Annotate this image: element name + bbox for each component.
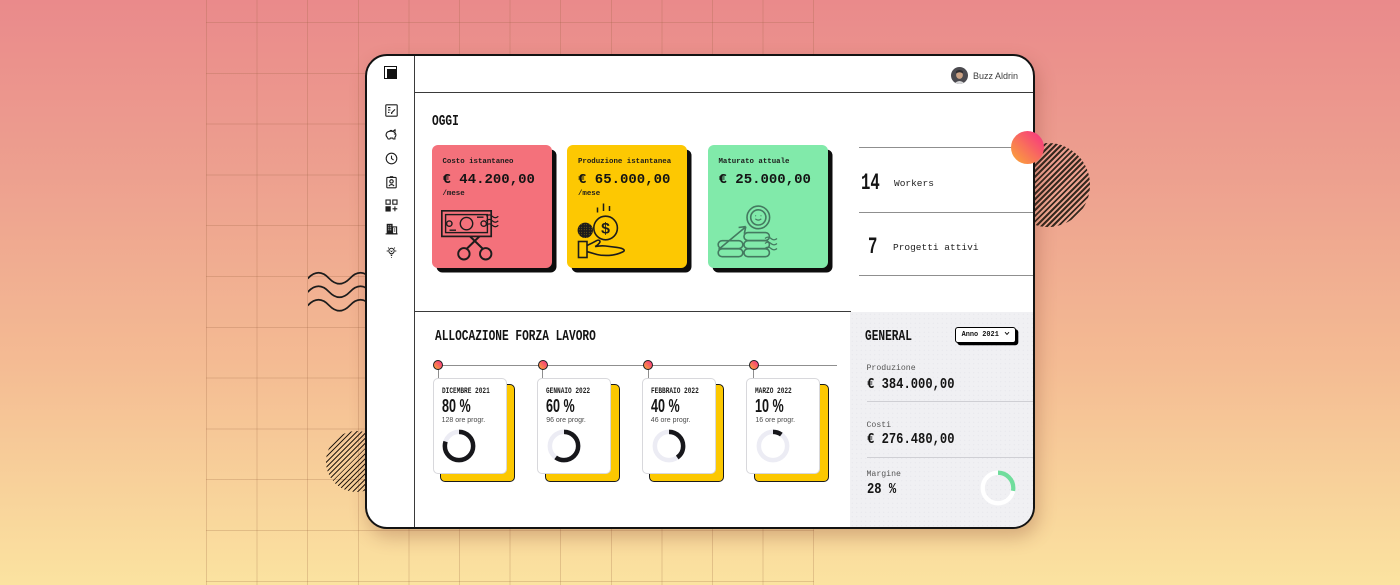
svg-text:$: $ — [600, 221, 610, 239]
